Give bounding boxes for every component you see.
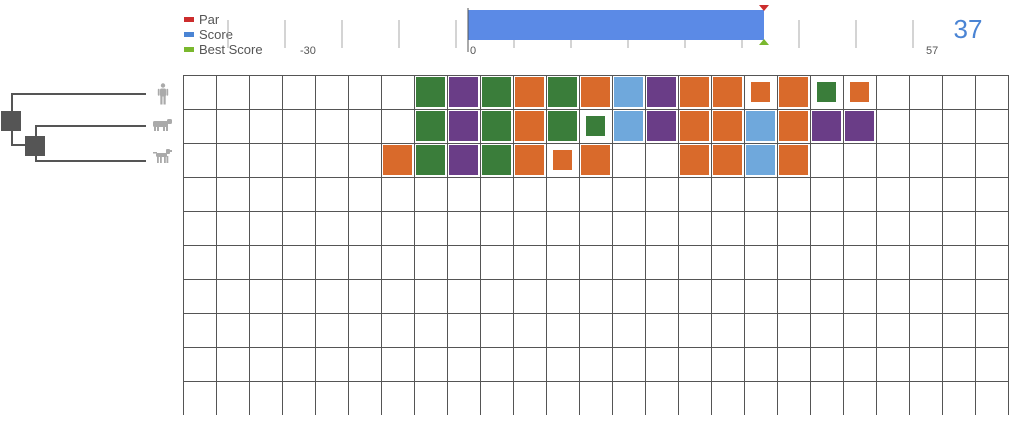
best-score-marker [759, 39, 769, 45]
sequence-tile[interactable] [713, 111, 742, 141]
sequence-tile[interactable] [779, 145, 808, 175]
sequence-tile[interactable] [581, 145, 610, 175]
sequence-tile[interactable] [680, 111, 709, 141]
axis-max-label: 57 [926, 45, 939, 57]
score-bar [227, 5, 914, 52]
sequence-tile[interactable] [482, 77, 511, 107]
dog-icon [153, 149, 172, 163]
score-display: 37 [953, 14, 983, 44]
sequence-tile[interactable] [812, 111, 841, 141]
legend-label-par: Par [199, 12, 220, 27]
score-swatch [184, 32, 194, 37]
sequence-tile[interactable] [647, 111, 676, 141]
sequence-tile[interactable] [746, 145, 775, 175]
tree-node-root[interactable] [1, 111, 21, 131]
sequence-tile[interactable] [515, 145, 544, 175]
sequence-tile[interactable] [416, 111, 445, 141]
sequence-tile[interactable] [449, 111, 478, 141]
sequence-tile[interactable] [515, 111, 544, 141]
sequence-tile[interactable] [850, 82, 869, 102]
sequence-tile[interactable] [383, 145, 412, 175]
tree-branch-inner [11, 144, 37, 146]
sequence-tile[interactable] [614, 77, 643, 107]
sequence-tile[interactable] [713, 77, 742, 107]
tree-branch-cow [35, 125, 146, 127]
sequence-tile[interactable] [680, 77, 709, 107]
best-score-swatch [184, 47, 194, 52]
sequence-tile[interactable] [614, 111, 643, 141]
legend-label-score: Score [199, 27, 233, 42]
sequence-tile[interactable] [647, 77, 676, 107]
sequence-tile[interactable] [713, 145, 742, 175]
sequence-tile[interactable] [548, 111, 577, 141]
sequence-tile[interactable] [482, 111, 511, 141]
score-bar-fill [468, 10, 764, 40]
sequence-tile[interactable] [779, 111, 808, 141]
sequence-tile[interactable] [746, 111, 775, 141]
tree-branch-human [11, 93, 146, 95]
sequence-tile[interactable] [581, 77, 610, 107]
sequence-tile[interactable] [751, 82, 770, 102]
sequence-tile[interactable] [449, 145, 478, 175]
sequence-tile[interactable] [680, 145, 709, 175]
sequence-tile[interactable] [779, 77, 808, 107]
par-marker [759, 5, 769, 11]
tree-branch-dog [35, 160, 146, 162]
sequence-tile[interactable] [586, 116, 605, 136]
tree-node-inner[interactable] [25, 136, 45, 156]
sequence-tile[interactable] [845, 111, 874, 141]
sequence-tile[interactable] [548, 77, 577, 107]
human-icon [157, 83, 169, 105]
legend-label-best-score: Best Score [199, 42, 263, 57]
sequence-tile[interactable] [817, 82, 836, 102]
axis-zero-label: 0 [470, 45, 477, 57]
sequence-tile[interactable] [449, 77, 478, 107]
sequence-tile[interactable] [553, 150, 572, 170]
axis-min-label: -30 [300, 45, 316, 57]
cow-icon [153, 119, 172, 131]
par-swatch [184, 17, 194, 22]
sequence-tile[interactable] [482, 145, 511, 175]
sequence-tile[interactable] [515, 77, 544, 107]
sequence-tile[interactable] [416, 145, 445, 175]
sequence-tile[interactable] [416, 77, 445, 107]
